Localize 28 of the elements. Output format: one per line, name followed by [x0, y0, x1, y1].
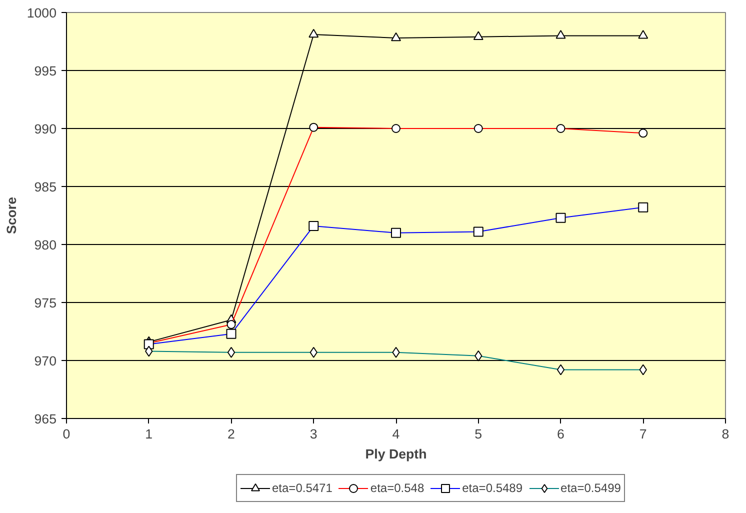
legend-label: eta=0.5489 — [462, 481, 523, 495]
legend-label: eta=0.548 — [370, 481, 424, 495]
x-tick-label: 7 — [639, 426, 647, 442]
y-tick-label: 995 — [34, 64, 57, 78]
x-tick-label: 6 — [557, 426, 564, 442]
x-tick-label: 4 — [392, 426, 400, 442]
x-tick-label: 2 — [228, 426, 235, 442]
x-tick-label: 3 — [310, 426, 318, 442]
y-tick-label: 965 — [34, 412, 57, 426]
point — [308, 28, 319, 38]
legend-label: eta=0.5471 — [272, 481, 332, 495]
y-tick-label: 970 — [34, 354, 57, 368]
y-tick-label: 990 — [34, 122, 57, 136]
point — [556, 30, 566, 39]
y-tick-label: 975 — [34, 296, 57, 310]
x-axis-title: Ply Depth — [365, 446, 427, 462]
x-tick-label: 5 — [474, 426, 482, 442]
y-tick-label: 1000 — [26, 6, 57, 20]
y-tick-label: 980 — [34, 238, 57, 252]
x-tick-label: 1 — [145, 426, 153, 442]
point — [391, 32, 401, 42]
legend-label: eta=0.5499 — [560, 481, 621, 495]
x-tick-label: 8 — [722, 426, 730, 442]
point — [473, 31, 484, 40]
y-tick-label: 985 — [34, 180, 57, 194]
x-tick-label: 0 — [62, 426, 70, 442]
point — [638, 30, 648, 39]
y-axis-title: Score — [4, 196, 19, 234]
